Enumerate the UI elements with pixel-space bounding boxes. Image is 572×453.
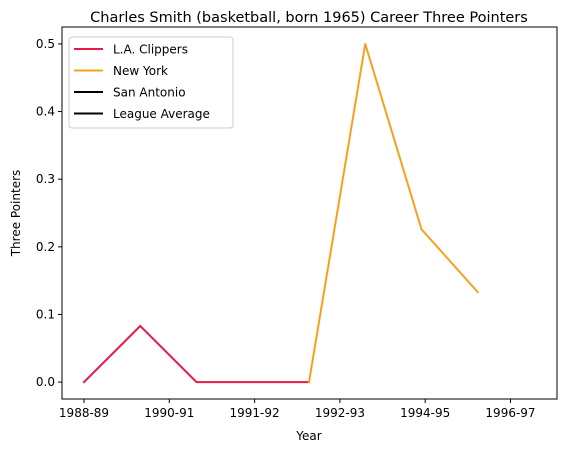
x-tick-label: 1992-93	[315, 406, 365, 420]
y-tick-label: 0.1	[36, 307, 55, 321]
x-tick-label: 1994-95	[400, 406, 450, 420]
legend-items: L.A. Clippers New York San Antonio League A…	[74, 43, 210, 121]
legend-label: League Average	[113, 107, 210, 121]
legend-box	[68, 36, 234, 129]
legend: L.A. Clippers New York San Antonio League A…	[68, 36, 234, 129]
x-tick-label: 1988-89	[59, 406, 109, 420]
y-tick-label: 0.0	[36, 375, 55, 389]
chart-title: Charles Smith (basketball, born 1965) Ca…	[90, 10, 528, 26]
y-tick-label: 0.3	[36, 172, 55, 186]
y-tick-label: 0.2	[36, 240, 55, 254]
plot-frame	[61, 26, 558, 400]
legend-label: San Antonio	[113, 86, 186, 100]
legend-label: New York	[113, 64, 168, 78]
y-axis: 0.0 0.1 0.2 0.3 0.4 0.5	[36, 37, 62, 389]
x-axis-label: Year	[295, 429, 321, 443]
series-line-0	[82, 324, 310, 384]
x-axis: 1988-89 1990-91 1991-92 1992-93 1994-95 1996-…	[59, 399, 536, 420]
plot-area	[61, 26, 558, 400]
x-tick-label: 1990-91	[144, 406, 194, 420]
y-axis-label: Three Pointers	[9, 170, 23, 258]
x-tick-label: 1991-92	[230, 406, 280, 420]
x-tick-label: 1996-97	[485, 406, 535, 420]
series-line-1	[307, 42, 480, 384]
y-tick-label: 0.4	[36, 105, 55, 119]
y-tick-label: 0.5	[36, 37, 55, 51]
legend-label: L.A. Clippers	[113, 43, 188, 57]
series-layer	[82, 42, 480, 384]
